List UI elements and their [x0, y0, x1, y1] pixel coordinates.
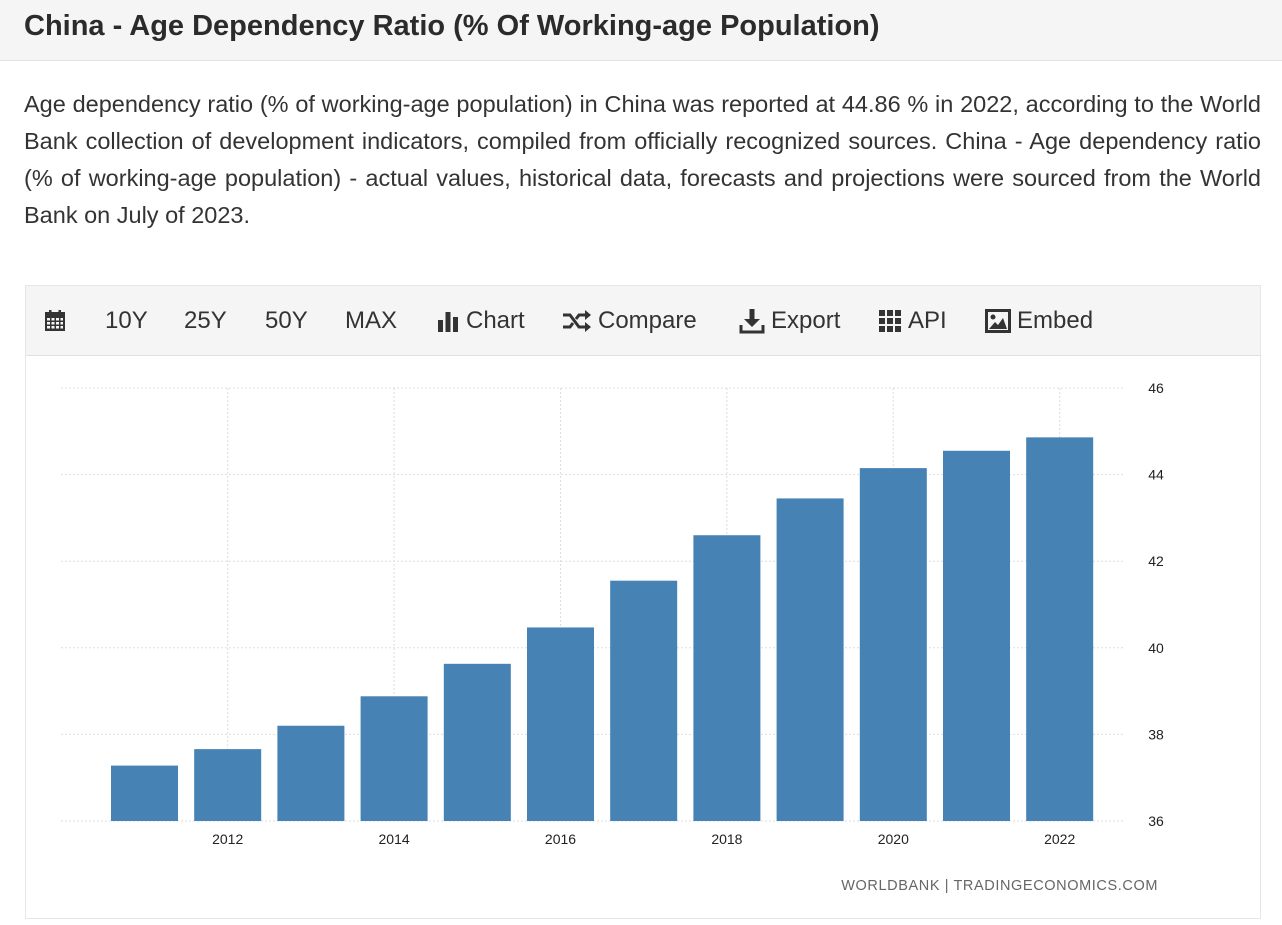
api-label: API: [908, 306, 947, 334]
bar-2013[interactable]: [277, 725, 345, 821]
export-button[interactable]: Export: [739, 286, 840, 355]
compare-button[interactable]: Compare: [562, 286, 697, 355]
bar-2021[interactable]: [943, 450, 1010, 821]
bar-2016[interactable]: [527, 627, 594, 821]
chart-toolbar: 10Y 25Y 50Y MAX Chart: [26, 286, 1260, 356]
calendar-icon: [43, 309, 67, 333]
x-tick-label: 2022: [1044, 831, 1075, 847]
x-tick-label: 2020: [878, 831, 909, 847]
bar-chart: 36 38 40 42 44 46 2012 2014 2016 2018 2020 2022: [61, 380, 1164, 847]
y-tick-label: 44: [1148, 467, 1164, 483]
export-label: Export: [771, 306, 841, 334]
compare-label: Compare: [598, 306, 697, 334]
bar-2012[interactable]: [194, 749, 262, 821]
download-icon: [739, 308, 765, 334]
bar-2011[interactable]: [111, 765, 178, 821]
range-50y-button[interactable]: 50Y: [265, 306, 308, 334]
source-label: WORLDBANK | TRADINGECONOMICS.COM: [841, 878, 1158, 894]
range-10y-button[interactable]: 10Y: [105, 306, 148, 334]
bar-2015[interactable]: [443, 663, 511, 821]
bar-chart-icon: [436, 309, 460, 333]
x-tick-label: 2014: [379, 831, 410, 847]
chart-type-label: Chart: [466, 306, 525, 334]
bar-2014[interactable]: [360, 696, 428, 821]
y-tick-label: 42: [1148, 553, 1164, 569]
y-tick-label: 36: [1148, 813, 1164, 829]
y-tick-label: 46: [1148, 380, 1164, 396]
bar-2017[interactable]: [610, 580, 678, 821]
bar-2020[interactable]: [859, 468, 927, 821]
bar-2022[interactable]: [1026, 437, 1094, 821]
x-tick-label: 2018: [711, 831, 742, 847]
chart-type-button[interactable]: Chart: [436, 286, 525, 355]
x-tick-label: 2016: [545, 831, 576, 847]
embed-label: Embed: [1017, 306, 1094, 334]
y-tick-label: 38: [1148, 726, 1164, 742]
x-tick-label: 2012: [212, 831, 243, 847]
embed-button[interactable]: Embed: [985, 286, 1093, 355]
calendar-button[interactable]: [43, 286, 67, 355]
bar-2018[interactable]: [693, 535, 761, 821]
y-tick-label: 40: [1148, 640, 1164, 656]
shuffle-icon: [562, 309, 592, 333]
range-max-button[interactable]: MAX: [345, 306, 398, 334]
api-button[interactable]: API: [878, 286, 947, 355]
bar-2019[interactable]: [776, 498, 844, 821]
page-title: China - Age Dependency Ratio (% Of Worki…: [24, 10, 880, 42]
chart-widget: 10Y 25Y 50Y MAX Chart: [25, 285, 1261, 919]
page-header: China - Age Dependency Ratio (% Of Worki…: [0, 0, 1282, 61]
range-25y-button[interactable]: 25Y: [184, 306, 227, 334]
image-icon: [985, 308, 1011, 333]
page-description: Age dependency ratio (% of working-age p…: [24, 91, 1261, 228]
grid-icon: [878, 309, 902, 333]
